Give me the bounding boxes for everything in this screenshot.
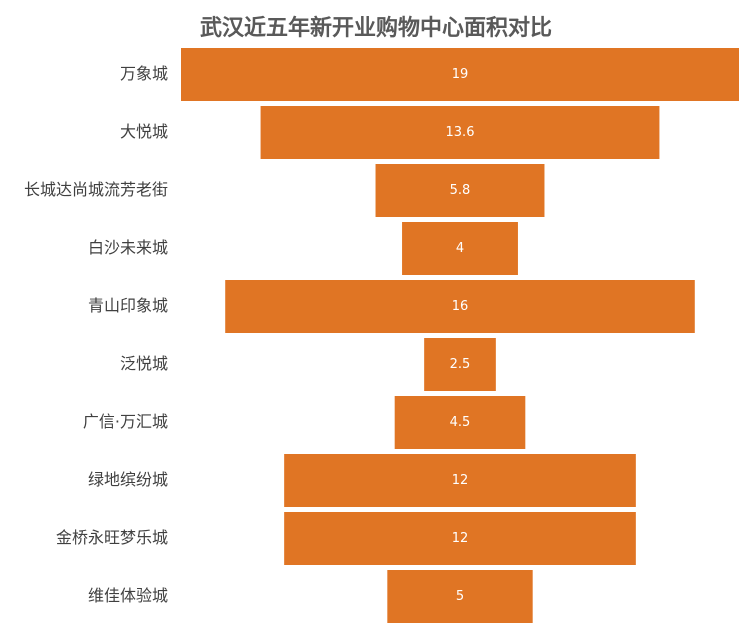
data-label: 13.6 <box>446 125 475 140</box>
bar-7 <box>392 394 528 451</box>
category-label: 金桥永旺梦乐城 <box>56 528 168 547</box>
category-label: 青山印象城 <box>88 296 168 315</box>
category-label: 万象城 <box>120 64 168 83</box>
category-label: 广信·万汇城 <box>83 412 168 431</box>
category-label: 长城达尚城流芳老街 <box>24 180 168 199</box>
category-label: 维佳体验城 <box>88 586 168 605</box>
data-label: 4 <box>456 241 464 256</box>
bar-2 <box>258 104 662 161</box>
chart-title: 武汉近五年新开业购物中心面积对比 <box>199 16 552 41</box>
category-label: 大悦城 <box>120 122 168 141</box>
bar-6 <box>422 336 498 393</box>
data-label: 12 <box>452 473 469 488</box>
bar-5 <box>223 278 697 335</box>
category-label: 泛悦城 <box>120 354 168 373</box>
bar-1 <box>179 46 741 103</box>
bar-8 <box>282 452 638 509</box>
category-label: 白沙未来城 <box>88 238 168 257</box>
data-label: 5.8 <box>450 183 471 198</box>
category-label: 绿地缤纷城 <box>88 470 168 489</box>
bar-9 <box>282 510 638 567</box>
data-label: 2.5 <box>450 357 471 372</box>
bar-4 <box>400 220 520 277</box>
bar-3 <box>373 162 547 219</box>
bar-10 <box>385 568 535 625</box>
data-label: 16 <box>452 299 469 314</box>
data-label: 4.5 <box>450 415 471 430</box>
data-label: 5 <box>456 589 464 604</box>
data-label: 19 <box>452 67 469 82</box>
data-label: 12 <box>452 531 469 546</box>
